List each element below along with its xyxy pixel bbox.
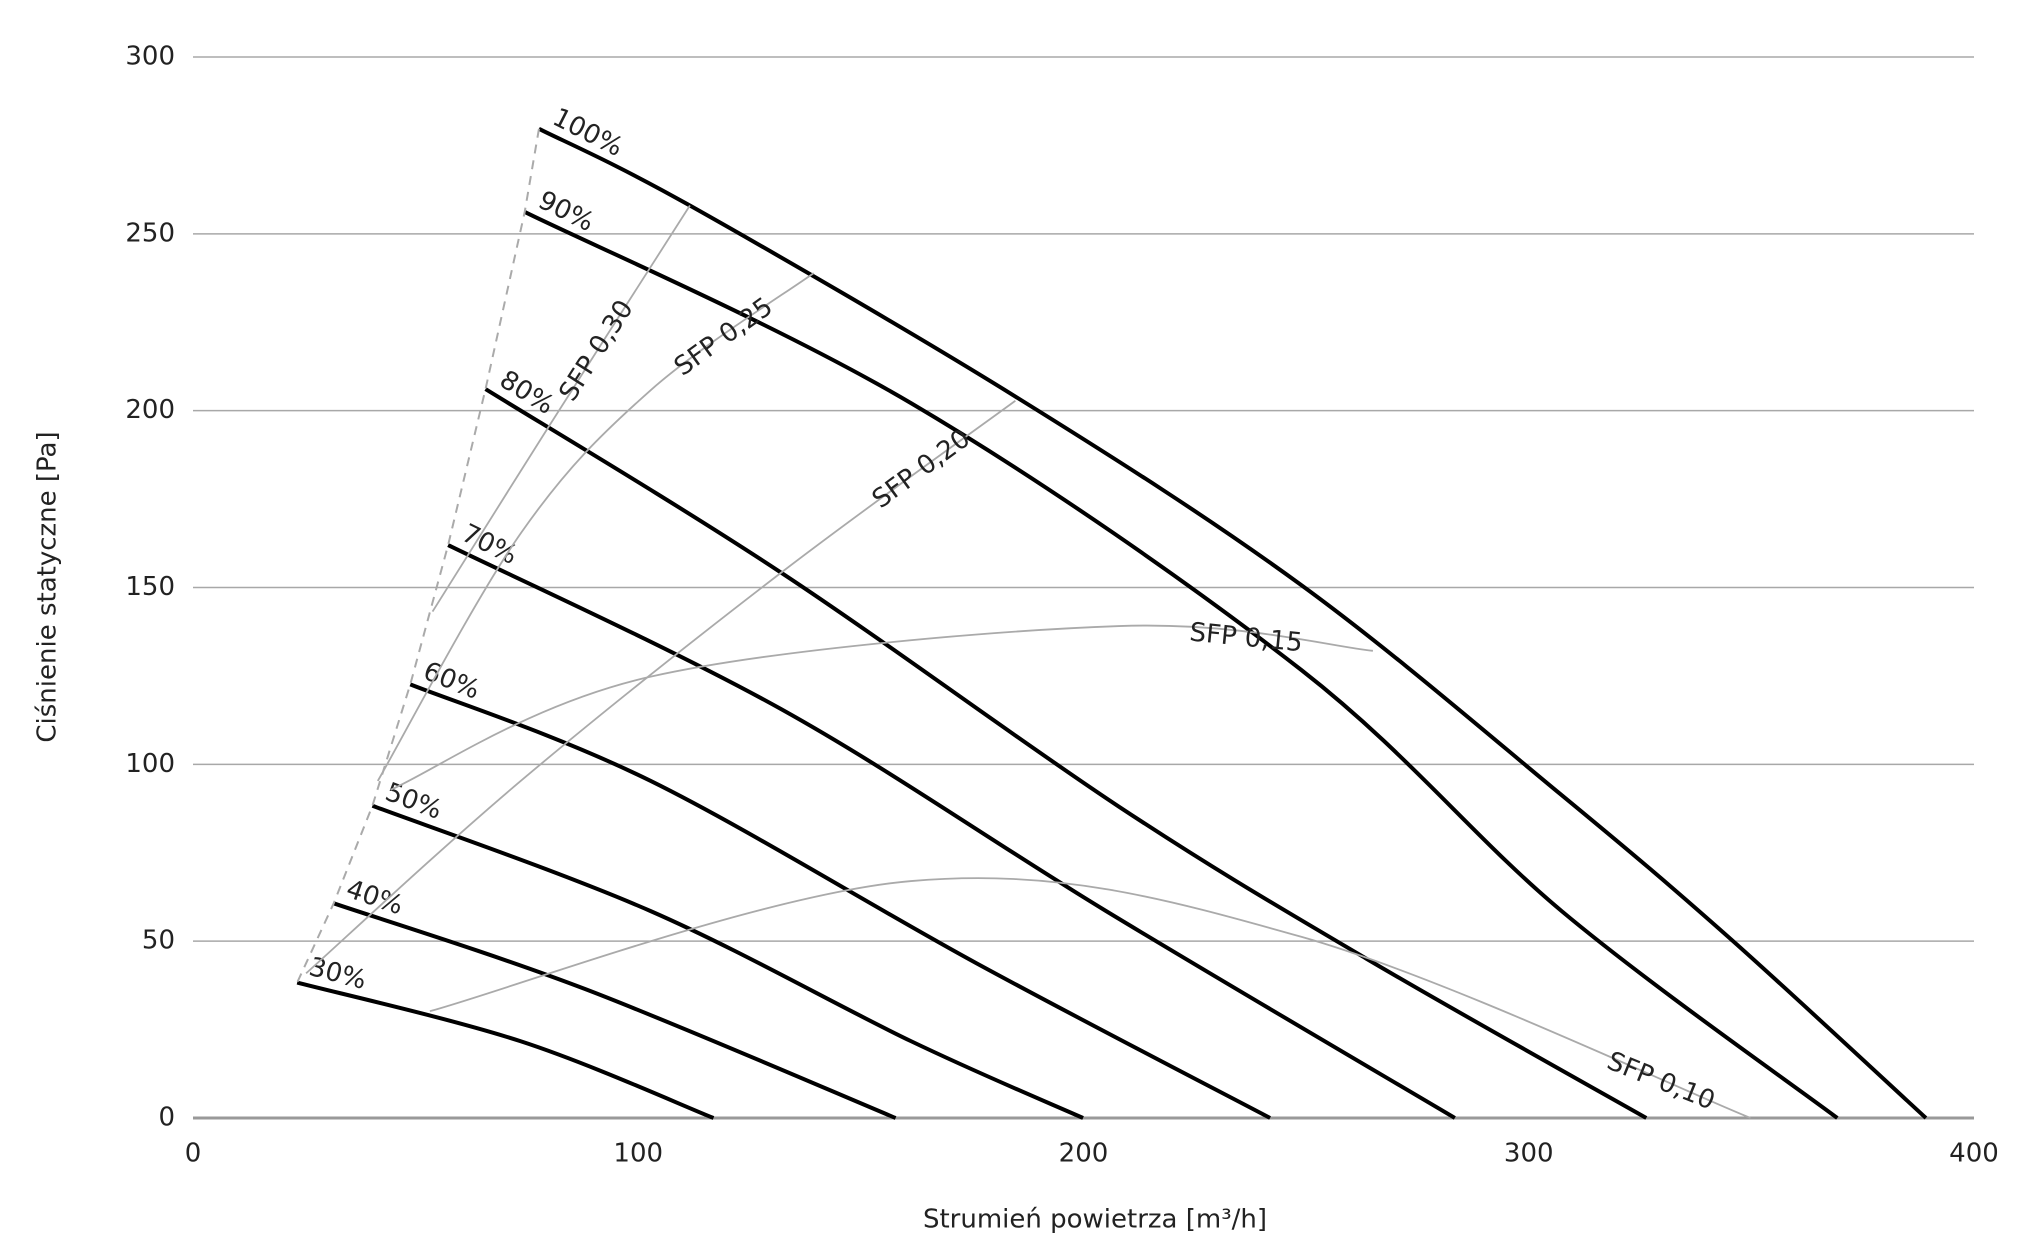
y-tick-label: 100 [125,749,175,779]
series-line [390,624,1373,791]
x-tick-label: 100 [613,1139,663,1169]
envelope-line [296,128,540,983]
series-line [538,127,1928,1120]
x-tick-label: 400 [1949,1139,1999,1169]
y-tick-label: 50 [142,926,175,956]
series-label: 30% [306,952,370,996]
y-tick-label: 300 [125,42,175,72]
y-axis-label: Ciśnienie statyczne [Pa] [33,431,63,742]
series-line [431,205,691,613]
series-label: SFP 0,15 [1188,618,1304,659]
y-tick-label: 250 [125,218,175,248]
y-tick-label: 0 [158,1103,175,1133]
series-label: SFP 0,20 [867,424,976,515]
series-line [523,210,1839,1120]
series-line [333,901,897,1120]
series-label: 50% [381,777,446,826]
x-tick-label: 200 [1059,1139,1109,1169]
x-tick-label: 300 [1504,1139,1554,1169]
y-tick-label: 150 [125,572,175,602]
y-tick-label: 200 [125,395,175,425]
series-label: SFP 0,10 [1603,1046,1719,1116]
series-line [409,682,1271,1120]
x-axis-label: Strumień powietrza [m³/h] [923,1205,1267,1235]
series-line [447,543,1456,1120]
series-line [484,387,1648,1120]
series-label: 40% [342,874,406,921]
series-line [371,803,1084,1120]
series-line [376,272,815,782]
series-label: SFP 0,30 [553,295,639,407]
series-line [296,980,715,1120]
series-line [429,877,1751,1119]
x-tick-label: 0 [185,1139,202,1169]
series-line [305,400,1016,975]
